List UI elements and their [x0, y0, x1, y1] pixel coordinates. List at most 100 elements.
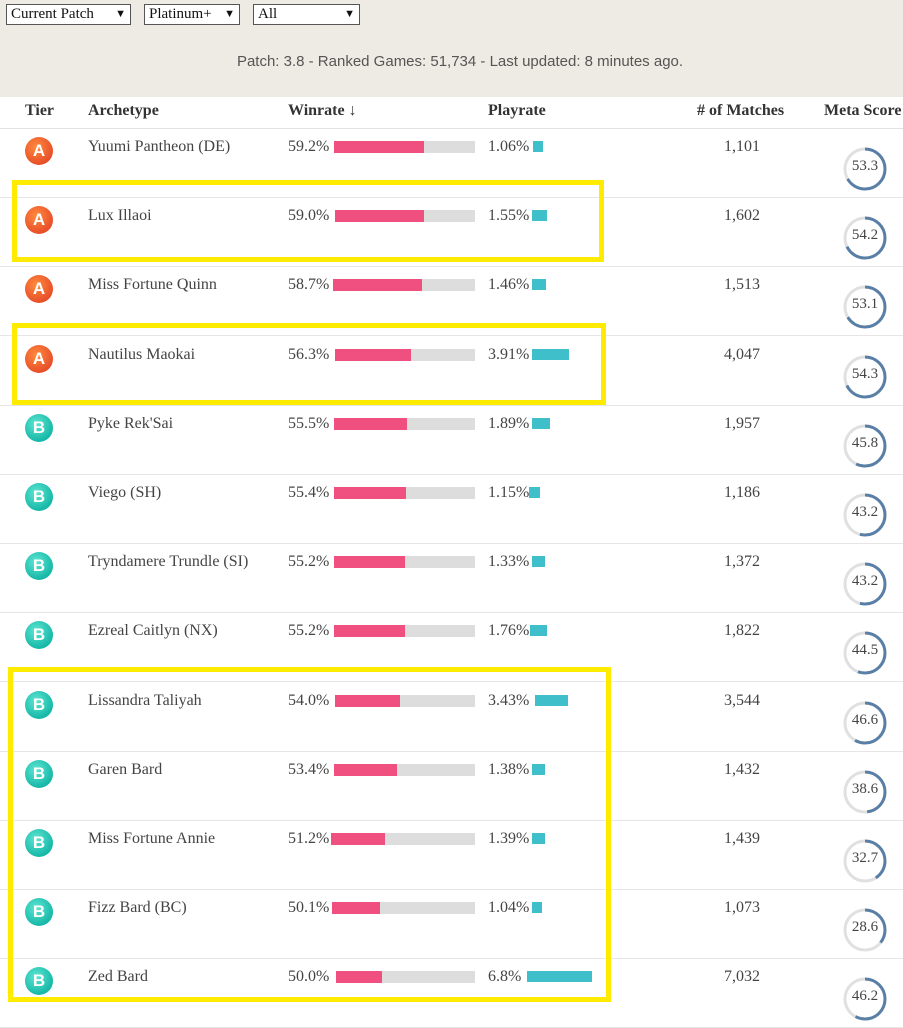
- winrate-bar-fill: [335, 349, 411, 361]
- tier-badge: B: [25, 898, 53, 926]
- meta-score-value: 44.5: [851, 642, 879, 658]
- winrate-value: 55.5%: [288, 415, 330, 432]
- tier-badge: B: [25, 414, 53, 442]
- meta-score-ring: [843, 216, 887, 260]
- archetype-name[interactable]: Miss Fortune Quinn: [88, 276, 217, 293]
- matches-count: 1,372: [724, 553, 760, 570]
- matches-count: 7,032: [724, 968, 760, 985]
- table-row[interactable]: A Nautilus Maokai 56.3% 3.91% 4,047 54.3: [0, 337, 903, 406]
- table-row[interactable]: B Garen Bard 53.4% 1.38% 1,432 38.6: [0, 752, 903, 821]
- region-select[interactable]: All ▼: [253, 4, 360, 25]
- meta-score-ring: [843, 355, 887, 399]
- matches-count: 3,544: [724, 692, 760, 709]
- archetype-name[interactable]: Lissandra Taliyah: [88, 692, 202, 709]
- table-row[interactable]: A Yuumi Pantheon (DE) 59.2% 1.06% 1,101 53.3: [0, 129, 903, 198]
- playrate-value: 1.76%: [488, 622, 530, 639]
- meta-score-ring: [843, 631, 887, 675]
- matches-count: 1,439: [724, 830, 760, 847]
- table-row[interactable]: A Miss Fortune Quinn 58.7% 1.46% 1,513 53.1: [0, 267, 903, 336]
- matches-count: 1,513: [724, 276, 760, 293]
- matches-count: 1,432: [724, 761, 760, 778]
- highlight-box: [8, 667, 611, 1002]
- winrate-value: 55.4%: [288, 484, 330, 501]
- meta-score-ring: [843, 562, 887, 606]
- winrate-bar: [334, 764, 475, 776]
- column-header-matches[interactable]: # of Matches: [697, 102, 785, 119]
- meta-score-ring: [843, 908, 887, 952]
- winrate-bar: [335, 210, 475, 222]
- table-row[interactable]: A Lux Illaoi 59.0% 1.55% 1,602 54.2: [0, 198, 903, 267]
- meta-score-ring: [843, 147, 887, 191]
- tier-badge: B: [25, 967, 53, 995]
- meta-score-value: 32.7: [851, 850, 879, 866]
- archetype-name[interactable]: Yuumi Pantheon (DE): [88, 138, 231, 155]
- archetype-name[interactable]: Nautilus Maokai: [88, 346, 196, 363]
- tier-badge: B: [25, 691, 53, 719]
- meta-score-ring: [843, 493, 887, 537]
- table-row[interactable]: B Tryndamere Trundle (SI) 55.2% 1.33% 1,372 4…: [0, 544, 903, 613]
- rank-select[interactable]: Platinum+ ▼: [144, 4, 240, 25]
- playrate-value: 1.04%: [488, 899, 530, 916]
- tier-badge: B: [25, 483, 53, 511]
- winrate-value: 56.3%: [288, 346, 330, 363]
- chevron-down-icon: ▼: [344, 8, 355, 20]
- column-header-archetype[interactable]: Archetype: [88, 102, 159, 119]
- archetype-name[interactable]: Tryndamere Trundle (SI): [88, 553, 249, 570]
- winrate-bar: [331, 833, 475, 845]
- table-row[interactable]: B Fizz Bard (BC) 50.1% 1.04% 1,073 28.6: [0, 890, 903, 959]
- playrate-bar: [527, 971, 592, 982]
- meta-score-arc: [843, 701, 887, 745]
- patch-info: Patch: 3.8 - Ranked Games: 51,734 - Last…: [236, 53, 684, 70]
- playrate-value: 1.55%: [488, 207, 530, 224]
- matches-count: 1,957: [724, 415, 760, 432]
- archetype-name[interactable]: Viego (SH): [88, 484, 162, 501]
- winrate-value: 50.1%: [288, 899, 330, 916]
- meta-score-ring: [843, 770, 887, 814]
- playrate-bar: [533, 141, 543, 152]
- meta-score-value: 45.8: [851, 435, 879, 451]
- archetype-name[interactable]: Zed Bard: [88, 968, 148, 985]
- column-header-winrate[interactable]: Winrate ↓: [288, 102, 357, 119]
- table-row[interactable]: B Lissandra Taliyah 54.0% 3.43% 3,544 46.6: [0, 683, 903, 752]
- winrate-bar-fill: [334, 625, 405, 637]
- archetype-name[interactable]: Lux Illaoi: [88, 207, 152, 224]
- winrate-bar-fill: [332, 902, 380, 914]
- archetype-name[interactable]: Garen Bard: [88, 761, 163, 778]
- winrate-bar: [336, 971, 475, 983]
- chevron-down-icon: ▼: [224, 8, 235, 20]
- meta-score-arc: [843, 216, 887, 260]
- table-row[interactable]: B Miss Fortune Annie 51.2% 1.39% 1,439 32.7: [0, 821, 903, 890]
- playrate-value: 1.15%: [488, 484, 530, 501]
- header-divider: [0, 128, 903, 129]
- winrate-bar-fill: [333, 279, 422, 291]
- column-header-meta-score[interactable]: Meta Score: [824, 102, 902, 119]
- table-row[interactable]: B Ezreal Caitlyn (NX) 55.2% 1.76% 1,822 44.5: [0, 613, 903, 682]
- column-header-playrate[interactable]: Playrate: [488, 102, 546, 119]
- playrate-value: 1.33%: [488, 553, 530, 570]
- playrate-value: 1.46%: [488, 276, 530, 293]
- winrate-value: 59.0%: [288, 207, 330, 224]
- winrate-value: 59.2%: [288, 138, 330, 155]
- winrate-value: 53.4%: [288, 761, 330, 778]
- archetype-name[interactable]: Pyke Rek'Sai: [88, 415, 174, 432]
- patch-select-value: Current Patch: [11, 6, 94, 22]
- meta-score-arc: [843, 770, 887, 814]
- playrate-bar: [532, 210, 547, 221]
- archetype-name[interactable]: Fizz Bard (BC): [88, 899, 187, 916]
- patch-select[interactable]: Current Patch ▼: [6, 4, 131, 25]
- meta-score-arc: [843, 493, 887, 537]
- winrate-value: 54.0%: [288, 692, 330, 709]
- winrate-bar: [334, 141, 475, 153]
- archetype-name[interactable]: Ezreal Caitlyn (NX): [88, 622, 218, 639]
- winrate-value: 55.2%: [288, 622, 330, 639]
- table-row[interactable]: B Pyke Rek'Sai 55.5% 1.89% 1,957 45.8: [0, 406, 903, 475]
- playrate-value: 1.39%: [488, 830, 530, 847]
- winrate-bar-fill: [336, 971, 382, 983]
- playrate-value: 1.38%: [488, 761, 530, 778]
- column-header-tier[interactable]: Tier: [25, 102, 55, 119]
- playrate-value: 1.89%: [488, 415, 530, 432]
- table-row[interactable]: B Viego (SH) 55.4% 1.15% 1,186 43.2: [0, 475, 903, 544]
- winrate-value: 51.2%: [288, 830, 330, 847]
- playrate-bar: [532, 764, 545, 775]
- archetype-name[interactable]: Miss Fortune Annie: [88, 830, 216, 847]
